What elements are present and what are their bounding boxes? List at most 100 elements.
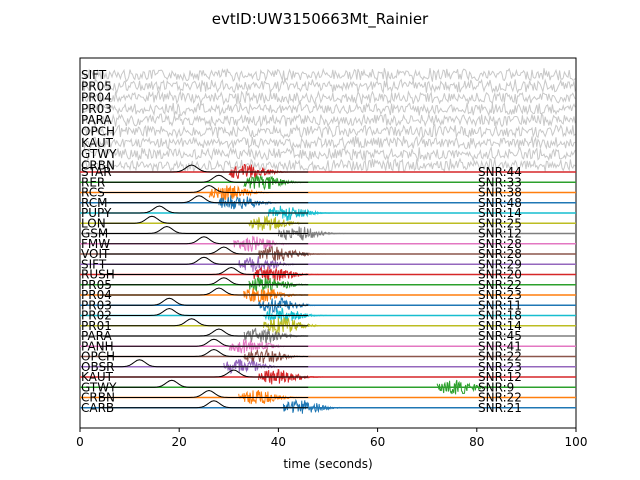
trace-label: STAR <box>81 165 112 179</box>
trace-label: LON <box>81 216 106 230</box>
noise-trace-pr05 <box>81 78 576 95</box>
trace-rcs: RCS SNR:38 <box>80 184 576 202</box>
snr-label: SNR:21 <box>478 401 522 415</box>
snr-label: SNR:25 <box>478 216 522 230</box>
trace-panh: PANH SNR:41 <box>80 338 576 354</box>
noise-trace-crbn <box>81 157 576 173</box>
trace-label: PR03 <box>81 298 112 312</box>
trace-pr01: PR01 SNR:14 <box>80 317 576 336</box>
snr-label: SNR:22 <box>478 350 522 364</box>
trace-waveform <box>258 368 328 385</box>
snr-label: SNR:44 <box>478 165 522 179</box>
snr-label: SNR:12 <box>478 227 522 241</box>
noise-label-pr03: PR03 <box>81 102 112 116</box>
trace-label: VOIT <box>81 247 110 261</box>
snr-label: SNR:14 <box>478 206 522 220</box>
trace-detection-curve <box>99 307 309 316</box>
trace-detection-curve <box>99 338 309 347</box>
trace-label: PR05 <box>81 278 112 292</box>
trace-label: PR01 <box>81 319 112 333</box>
noise-label-crbn: CRBN <box>81 158 115 172</box>
x-tick-label: 0 <box>76 435 84 449</box>
trace-sift: SIFT SNR:29 <box>80 256 576 273</box>
trace-star: STAR SNR:44 <box>80 163 576 179</box>
snr-label: SNR:18 <box>478 309 522 323</box>
snr-label: SNR:38 <box>478 186 522 200</box>
chart-title: evtID:UW3150663Mt_Rainier <box>212 10 429 29</box>
snr-label: SNR:48 <box>478 196 522 210</box>
trace-waveform <box>263 307 333 323</box>
x-tick-label: 60 <box>370 435 385 449</box>
trace-label: CRBN <box>81 391 115 405</box>
trace-waveform <box>436 379 507 395</box>
trace-detection-curve <box>99 256 309 265</box>
noise-trace-para <box>81 112 576 128</box>
trace-label: SIFT <box>81 257 107 271</box>
snr-label: SNR:20 <box>478 268 522 282</box>
trace-pr05: PR05 SNR:22 <box>80 277 576 293</box>
trace-opch: OPCH SNR:22 <box>80 347 576 364</box>
x-tick-label: 100 <box>565 435 588 449</box>
snr-label: SNR:12 <box>478 370 522 384</box>
noise-label-para: PARA <box>81 113 113 127</box>
trace-label: GTWY <box>81 380 117 394</box>
snr-label: SNR:28 <box>478 247 522 261</box>
trace-label: OBSR <box>81 360 114 374</box>
trace-detection-curve <box>99 215 309 224</box>
trace-detection-curve <box>99 174 309 183</box>
noise-label-kaut: KAUT <box>81 136 114 150</box>
noise-label-sift: SIFT <box>81 68 107 82</box>
trace-detection-curve <box>99 287 309 296</box>
trace-label: PR04 <box>81 288 112 302</box>
noise-trace-pr03 <box>81 100 576 117</box>
trace-label: RCS <box>81 186 105 200</box>
snr-label: SNR:28 <box>478 237 522 251</box>
trace-label: FMW <box>81 237 110 251</box>
snr-label: SNR:9 <box>478 380 514 394</box>
trace-label: PANH <box>81 339 114 353</box>
x-axis-label: time (seconds) <box>283 457 372 471</box>
trace-lon: LON SNR:25 <box>80 215 576 231</box>
trace-fmw: FMW SNR:28 <box>80 235 576 252</box>
trace-label: RER <box>81 175 105 189</box>
trace-waveform <box>277 226 348 241</box>
trace-kaut: KAUT SNR:12 <box>80 368 576 385</box>
trace-detection-curve <box>99 184 309 193</box>
snr-label: SNR:23 <box>478 360 522 374</box>
trace-crbn: CRBN SNR:22 <box>80 389 576 405</box>
trace-waveform <box>263 317 333 336</box>
trace-detection-curve <box>99 369 309 378</box>
noise-trace-sift <box>81 67 576 83</box>
trace-pupy: PUPY SNR:14 <box>80 205 576 221</box>
trace-label: PR02 <box>81 309 112 323</box>
trace-label: CARB <box>81 401 114 415</box>
noise-trace-pr04 <box>81 89 576 106</box>
snr-label: SNR:33 <box>478 175 522 189</box>
trace-detection-curve <box>99 277 309 286</box>
trace-pr03: PR03 SNR:11 <box>80 296 576 314</box>
x-tick-label: 40 <box>271 435 286 449</box>
x-tick-label: 20 <box>172 435 187 449</box>
trace-label: PARA <box>81 329 113 343</box>
trace-detection-curve <box>99 297 309 306</box>
trace-detection-curve <box>99 400 309 409</box>
trace-label: RUSH <box>81 268 115 282</box>
trace-para: PARA SNR:45 <box>80 327 576 344</box>
trace-detection-curve <box>99 359 309 368</box>
x-tick-label: 80 <box>469 435 484 449</box>
noise-label-pr04: PR04 <box>81 91 112 105</box>
trace-label: PUPY <box>81 206 112 220</box>
trace-rer: RER SNR:33 <box>80 174 576 191</box>
trace-waveform <box>268 205 338 221</box>
trace-gtwy: GTWY SNR:9 <box>80 379 576 395</box>
snr-label: SNR:22 <box>478 391 522 405</box>
trace-detection-curve <box>99 389 309 398</box>
trace-detection-curve <box>99 195 309 204</box>
trace-carb: CARB SNR:21 <box>80 398 576 415</box>
snr-label: SNR:45 <box>478 329 522 343</box>
noise-label-pr05: PR05 <box>81 79 112 93</box>
noise-trace-gtwy <box>81 145 576 163</box>
snr-label: SNR:22 <box>478 278 522 292</box>
